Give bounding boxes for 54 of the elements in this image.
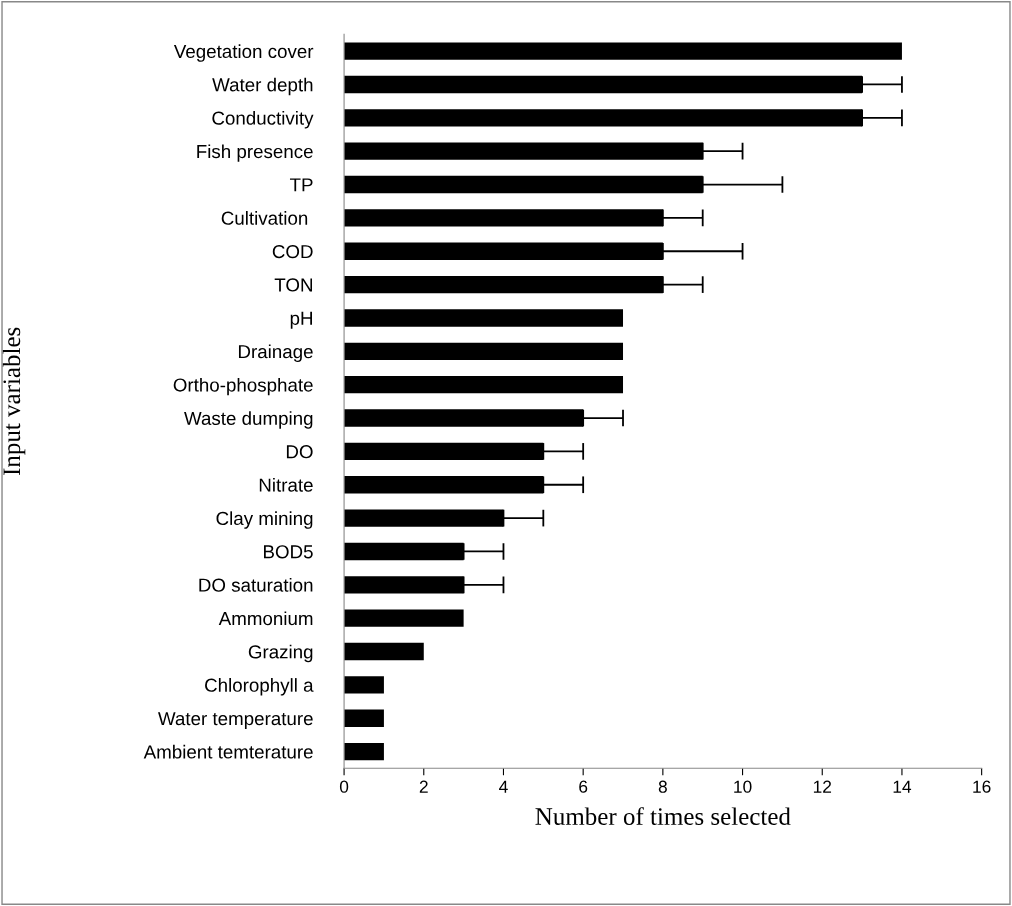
y-tick-label: Conductivity [212,111,314,129]
y-tick-label: TP [289,178,313,192]
x-tick-label: 2 [419,780,428,793]
y-tick-label: Water temperature [158,712,313,729]
bar [344,209,663,227]
y-tick-label: pH [290,311,312,329]
y-tick-label: Grazing [248,644,313,663]
y-tick-label: BOD5 [264,545,313,559]
y-tick-label: Water depth [212,77,313,96]
x-axis-title: Number of times selected [535,807,791,825]
y-tick-label: DO saturation [199,578,313,592]
bar [344,342,624,360]
bar [344,309,624,327]
y-tick-label: Cultivation [221,211,308,225]
bar [344,242,663,260]
x-tick-label: 12 [813,780,832,793]
y-tick-label: COD [272,244,313,259]
y-tick-label: Drainage [238,344,313,363]
x-tick-label: 8 [658,780,667,793]
y-tick-label: Fish presence [197,144,313,162]
x-tick-label: 10 [734,780,752,793]
y-tick-label: Nitrate [259,477,313,492]
bar [344,642,424,661]
bar [344,142,703,160]
bar [344,75,863,94]
y-axis-title: Input variables [2,327,26,476]
bar [344,576,464,594]
y-tick-label: DO [286,445,313,459]
y-tick-label: Ambient temterature [143,744,313,759]
bar [344,409,584,427]
x-tick-label: 6 [579,780,588,793]
y-tick-label: Waste dumping [184,411,313,429]
bar [344,542,464,561]
x-tick-label: 0 [339,780,349,793]
bar [344,709,384,727]
bar [344,175,703,194]
bar [344,442,544,461]
y-tick-label: Vegetation cover [173,44,314,62]
x-tick-label: 14 [893,780,912,793]
y-tick-label: Ammonium [218,611,313,626]
bar [344,742,384,761]
y-tick-label: Clay mining [216,511,313,529]
y-tick-label: Chlorophyll a [205,678,314,696]
x-tick-label: 16 [973,780,991,793]
y-tick-label: Ortho-phosphate [173,377,313,396]
bar [344,676,384,694]
bar [344,275,663,294]
y-tick-label: TON [274,278,312,292]
bar [344,42,902,60]
bar [344,109,863,127]
bar [344,609,464,627]
x-tick-label: 4 [499,780,508,793]
bar [344,476,544,494]
bar [344,376,624,394]
